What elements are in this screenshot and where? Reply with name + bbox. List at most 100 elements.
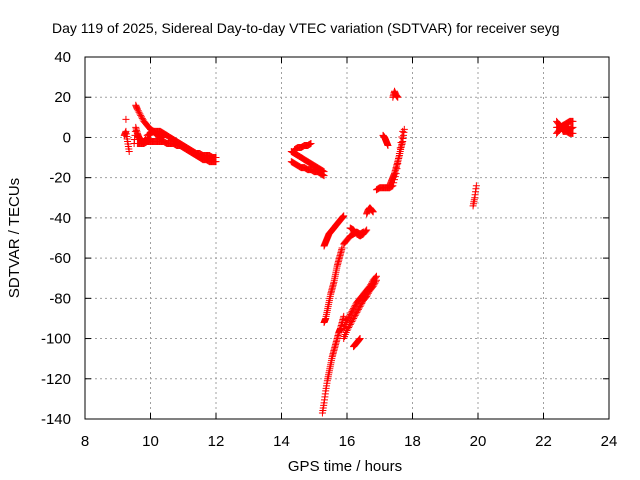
data-point — [350, 304, 358, 312]
data-point — [319, 171, 327, 179]
x-tick-label: 22 — [535, 433, 552, 450]
data-point — [138, 114, 146, 122]
data-point — [363, 226, 371, 234]
data-point — [345, 312, 353, 320]
x-tick-label: 24 — [601, 433, 618, 450]
data-point — [318, 171, 326, 179]
data-point — [369, 208, 377, 216]
data-point — [557, 123, 565, 131]
data-point — [569, 129, 577, 137]
data-point — [306, 140, 314, 148]
data-point — [340, 212, 348, 220]
data-point — [384, 141, 392, 149]
x-tick-label: 8 — [81, 433, 89, 450]
data-point — [362, 227, 370, 235]
y-axis-label: SDTVAR / TECUs — [6, 178, 23, 298]
y-tick-label: -20 — [49, 170, 71, 187]
data-point — [569, 123, 577, 131]
data-point — [371, 279, 379, 287]
tick-labels: 8 10 12 14 16 18 20 22 24 -140 -120 -100 -80 -60 -40 -2… — [41, 49, 617, 450]
grid-lines — [85, 57, 609, 419]
data-point — [369, 282, 377, 290]
y-tick-label: -120 — [41, 371, 71, 388]
data-point — [307, 139, 315, 147]
data-point — [363, 291, 371, 299]
data-point — [346, 310, 354, 318]
y-tick-label: -40 — [49, 210, 71, 227]
data-point — [135, 108, 143, 116]
data-point — [212, 154, 220, 162]
data-point — [356, 302, 364, 310]
data-point — [351, 301, 359, 309]
axis-ticks — [84, 56, 610, 420]
data-points — [120, 87, 577, 417]
x-tick-label: 16 — [339, 433, 356, 450]
data-point — [137, 111, 145, 119]
data-point — [347, 319, 355, 327]
plot-frame — [84, 56, 610, 420]
data-point — [372, 276, 380, 284]
y-tick-label: -80 — [49, 290, 71, 307]
x-tick-label: 20 — [470, 433, 487, 450]
y-tick-label: 40 — [54, 49, 71, 66]
data-point — [556, 121, 564, 129]
data-point — [137, 113, 145, 121]
data-point — [353, 308, 361, 316]
data-point — [136, 110, 144, 118]
data-point — [349, 316, 357, 324]
y-tick-label: -100 — [41, 331, 71, 348]
data-point — [344, 325, 352, 333]
data-point — [472, 182, 480, 190]
data-point — [364, 289, 372, 297]
data-point — [345, 322, 353, 330]
data-point — [357, 301, 365, 309]
x-tick-label: 10 — [142, 433, 159, 450]
data-point — [134, 107, 142, 115]
data-point — [344, 315, 352, 323]
data-point — [345, 323, 353, 331]
data-point — [343, 316, 351, 324]
y-tick-label: 20 — [54, 89, 71, 106]
data-point — [358, 299, 366, 307]
x-tick-label: 18 — [404, 433, 421, 450]
data-point — [343, 327, 351, 335]
data-point — [354, 305, 362, 313]
x-tick-label: 14 — [273, 433, 290, 450]
data-point — [122, 115, 130, 123]
data-point — [338, 244, 346, 252]
y-tick-label: 0 — [63, 129, 71, 146]
data-point — [347, 309, 355, 317]
data-point — [352, 310, 360, 318]
data-point — [125, 148, 133, 156]
data-point — [305, 140, 313, 148]
data-point — [350, 313, 358, 321]
data-point — [569, 117, 577, 125]
data-point — [394, 93, 402, 101]
data-point — [351, 311, 359, 319]
data-point — [370, 281, 378, 289]
data-point — [363, 292, 371, 300]
data-point — [348, 317, 356, 325]
data-point — [320, 172, 328, 180]
chart-title: Day 119 of 2025, Sidereal Day-to-day VTE… — [52, 20, 560, 36]
data-point — [400, 125, 408, 133]
data-point — [340, 312, 348, 320]
data-point — [398, 133, 406, 141]
data-point — [350, 314, 358, 322]
data-point — [354, 307, 362, 315]
data-point — [133, 105, 141, 113]
x-axis-label: GPS time / hours — [288, 458, 402, 475]
data-point — [356, 335, 364, 343]
data-point — [350, 303, 358, 311]
data-point — [345, 313, 353, 321]
data-point — [349, 306, 357, 314]
data-point — [355, 304, 363, 312]
data-point — [372, 278, 380, 286]
data-point — [348, 307, 356, 315]
x-tick-label: 12 — [208, 433, 225, 450]
y-tick-label: -140 — [41, 411, 71, 428]
y-tick-label: -60 — [49, 250, 71, 267]
data-point — [346, 320, 354, 328]
